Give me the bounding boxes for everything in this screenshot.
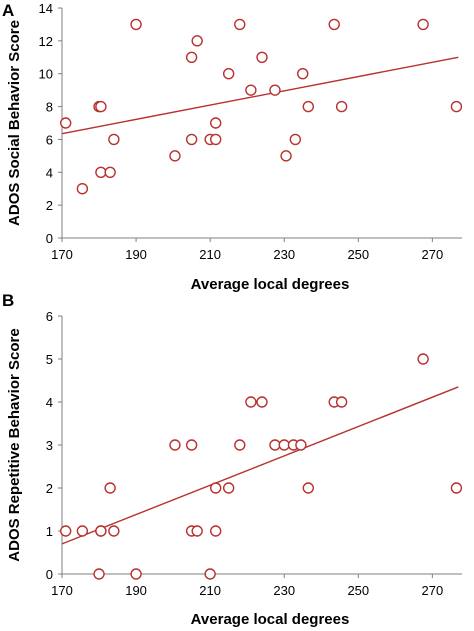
data-point-a-20 (280, 150, 292, 162)
y-tick-label-a-4: 8 (46, 100, 53, 115)
y-tick-label-a-1: 2 (46, 198, 53, 213)
data-point-b-9 (185, 439, 198, 451)
data-point-b-23 (302, 482, 314, 494)
data-point-b-0 (60, 525, 72, 537)
data-point-a-26 (417, 18, 429, 31)
x-tick-label-b-3: 230 (273, 583, 295, 598)
ticks-a: 0 2 4 6 8 10 12 14 170 190 210 230 250 270 (39, 1, 444, 262)
data-point-b-1 (76, 525, 89, 537)
data-point-b-19 (269, 439, 281, 451)
data-point-a-25 (335, 100, 348, 113)
data-point-b-14 (210, 482, 222, 494)
data-point-b-12 (204, 568, 216, 580)
x-tick-label-b-0: 170 (51, 583, 73, 598)
data-point-a-3 (95, 100, 107, 113)
data-point-b-2 (93, 568, 105, 580)
data-point-a-17 (245, 84, 257, 96)
trendline-a (61, 56, 459, 135)
data-point-a-23 (302, 100, 314, 113)
data-point-a-11 (191, 35, 203, 47)
data-point-a-16 (234, 18, 246, 31)
data-point-a-22 (297, 68, 309, 80)
data-point-a-15 (222, 68, 235, 80)
y-tick-label-a-7: 14 (39, 1, 53, 16)
data-point-b-16 (234, 439, 246, 451)
data-point-b-25 (335, 396, 348, 408)
data-point-b-20 (278, 439, 290, 451)
y-tick-label-b-0: 0 (46, 567, 53, 582)
x-tick-label-b-5: 270 (422, 583, 444, 598)
y-tick-label-b-6: 6 (46, 309, 53, 324)
y-axis-title-a: ADOS Social Behavior Score (6, 20, 23, 226)
data-point-b-15 (222, 482, 235, 494)
y-axis-title-b: ADOS Repetitive Behavior Score (6, 328, 23, 561)
data-point-a-18 (256, 51, 268, 63)
points-a (60, 18, 463, 195)
points-b (60, 353, 463, 580)
data-point-b-13 (210, 525, 222, 537)
data-point-a-14 (210, 117, 222, 129)
data-point-b-11 (191, 525, 203, 537)
x-tick-label-a-5: 270 (422, 247, 444, 262)
data-point-a-10 (185, 133, 198, 146)
x-tick-label-a-0: 170 (51, 247, 73, 262)
data-point-b-4 (95, 525, 107, 537)
data-point-b-8 (169, 439, 181, 451)
y-tick-label-b-3: 3 (46, 438, 53, 453)
data-point-a-9 (185, 51, 198, 63)
panel-a: A 0 2 4 6 8 10 12 14 170 190 210 230 250 270 Average … (2, 1, 463, 293)
data-point-b-22 (295, 439, 307, 451)
panel-b: B 0 1 2 3 4 5 6 170 190 210 230 250 270 Average loca… (2, 291, 463, 628)
y-tick-label-a-0: 0 (46, 231, 53, 246)
y-tick-label-b-4: 4 (46, 395, 53, 410)
x-tick-label-a-4: 250 (347, 247, 369, 262)
data-point-b-26 (417, 353, 429, 365)
data-point-b-6 (108, 525, 120, 537)
data-point-a-19 (269, 84, 281, 96)
data-point-b-27 (450, 482, 463, 494)
data-point-a-7 (130, 18, 142, 31)
x-tick-label-b-1: 190 (125, 583, 147, 598)
data-point-a-6 (108, 133, 120, 146)
y-tick-label-a-5: 10 (39, 67, 53, 82)
trendline-group-b (61, 386, 459, 545)
data-point-a-0 (60, 117, 72, 129)
x-tick-label-b-2: 210 (199, 583, 221, 598)
data-point-a-13 (210, 133, 222, 146)
y-tick-label-b-1: 1 (46, 524, 53, 539)
x-tick-label-a-2: 210 (199, 247, 221, 262)
y-tick-label-b-5: 5 (46, 352, 53, 367)
data-point-a-5 (104, 166, 116, 178)
panel-label-b: B (2, 291, 14, 310)
data-point-a-27 (450, 100, 463, 113)
data-point-b-5 (104, 482, 116, 494)
data-point-b-7 (130, 568, 142, 580)
y-tick-label-a-3: 6 (46, 132, 53, 147)
data-point-b-18 (256, 396, 268, 408)
data-point-a-8 (169, 150, 181, 162)
data-point-b-17 (245, 396, 257, 408)
x-tick-label-a-3: 230 (273, 247, 295, 262)
x-axis-title-a: Average local degrees (191, 276, 350, 293)
panel-label-a: A (2, 1, 14, 20)
x-tick-label-a-1: 190 (125, 247, 147, 262)
x-axis-title-b: Average local degrees (191, 611, 350, 628)
data-point-a-1 (76, 183, 89, 195)
trendline-b (61, 386, 459, 545)
data-point-a-24 (328, 18, 340, 31)
y-tick-label-a-6: 12 (39, 34, 53, 49)
data-point-a-21 (289, 133, 302, 146)
y-tick-label-a-2: 4 (46, 165, 53, 180)
trendline-group-a (61, 56, 459, 135)
x-tick-label-b-4: 250 (347, 583, 369, 598)
data-point-a-4 (95, 166, 107, 178)
y-tick-label-b-2: 2 (46, 481, 53, 496)
ticks-b: 0 1 2 3 4 5 6 170 190 210 230 250 270 (46, 309, 443, 598)
